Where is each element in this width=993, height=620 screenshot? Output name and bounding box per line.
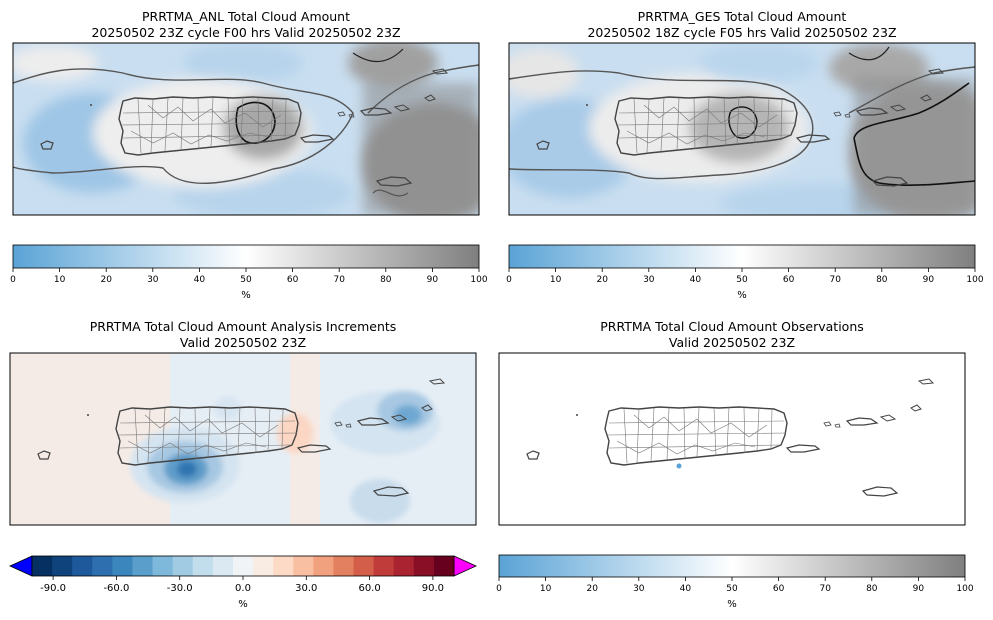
colorbar-tick-label: 20 [586, 584, 598, 594]
inc-colorbar-segment [232, 556, 254, 576]
obs-title-line2: Valid 20250502 23Z [669, 335, 795, 350]
anl-colorbar: 0 10 20 30 40 50 60 70 80 90 100 % [10, 244, 488, 301]
panel-inc: PRRTMA Total Cloud Amount Analysis Incre… [9, 319, 477, 610]
inc-colorbar-segment [293, 556, 314, 576]
ges-colorbar-label: % [737, 290, 747, 301]
obs-colorbar-gradient [498, 554, 966, 578]
inc-colorbar-segment [212, 556, 234, 576]
inc-colorbar-segment [393, 556, 415, 576]
colorbar-tick-label: 40 [194, 275, 206, 285]
inc-title-line1: PRRTMA Total Cloud Amount Analysis Incre… [90, 319, 397, 334]
inc-colorbar-segment [172, 556, 194, 576]
inc-colorbar-segment [333, 556, 355, 576]
colorbar-tick-label: 30 [643, 275, 655, 285]
colorbar-tick-label: 60 [783, 275, 795, 285]
colorbar-tick-label: 10 [54, 275, 66, 285]
inc-colorbar-over-arrow [453, 555, 477, 577]
obs-colorbar-label: % [727, 599, 737, 610]
colorbar-tick-label: 0 [506, 275, 512, 285]
inc-colorbar-segment [112, 556, 133, 576]
colorbar-tick-label: 50 [240, 275, 252, 285]
colorbar-tick-label: 90 [913, 584, 925, 594]
colorbar-tick-label: 50 [736, 275, 748, 285]
colorbar-tick-label: 20 [596, 275, 608, 285]
colorbar-tick-label: -30.0 [167, 583, 193, 594]
ges-map [508, 42, 976, 216]
colorbar-tick-label: 30 [147, 275, 159, 285]
anl-colorbar-gradient [12, 244, 480, 269]
colorbar-tick-label: 80 [866, 584, 878, 594]
colorbar-tick-label: -90.0 [40, 583, 66, 594]
colorbar-tick-label: 60 [773, 584, 785, 594]
ges-title-line1: PRRTMA_GES Total Cloud Amount [638, 9, 847, 24]
colorbar-tick-label: 0 [496, 584, 502, 594]
colorbar-tick-label: 90 [923, 275, 935, 285]
colorbar-tick-label: 70 [829, 275, 841, 285]
inc-colorbar-segment [433, 556, 455, 576]
obs-point [676, 463, 682, 469]
inc-colorbar-label: % [238, 599, 248, 610]
colorbar-tick-label: 70 [333, 275, 345, 285]
inc-colorbar-segment [72, 556, 93, 576]
colorbar-tick-label: 90 [427, 275, 439, 285]
anl-title-line1: PRRTMA_ANL Total Cloud Amount [142, 9, 350, 24]
colorbar-tick-label: -60.0 [103, 583, 129, 594]
colorbar-tick-label: 0 [10, 275, 16, 285]
colorbar-tick-label: 100 [956, 584, 973, 594]
colorbar-tick-label: 80 [876, 275, 888, 285]
inc-colorbar-segment [192, 556, 214, 576]
obs-map [498, 352, 966, 526]
colorbar-tick-label: 30.0 [295, 583, 317, 594]
panel-ges: PRRTMA_GES Total Cloud Amount 20250502 1… [506, 9, 984, 301]
obs-title-line1: PRRTMA Total Cloud Amount Observations [600, 319, 864, 334]
inc-colorbar-segment [253, 556, 274, 576]
colorbar-tick-label: 80 [380, 275, 392, 285]
inc-colorbar-under-arrow [9, 555, 33, 577]
colorbar-tick-label: 20 [100, 275, 112, 285]
inc-colorbar-segment [413, 556, 435, 576]
colorbar-tick-label: 70 [819, 584, 831, 594]
inc-colorbar-segment [32, 556, 53, 576]
inc-colorbar-segment [353, 556, 375, 576]
inc-colorbar-segment [273, 556, 294, 576]
inc-title-line2: Valid 20250502 23Z [180, 335, 306, 350]
panel-obs: PRRTMA Total Cloud Amount Observations V… [496, 319, 974, 610]
colorbar-tick-label: 30 [633, 584, 645, 594]
colorbar-tick-label: 50 [726, 584, 738, 594]
inc-colorbar-segment [313, 556, 334, 576]
colorbar-tick-label: 40 [680, 584, 692, 594]
ges-title-line2: 20250502 18Z cycle F05 hrs Valid 2025050… [587, 25, 896, 40]
colorbar-tick-label: 0.0 [235, 583, 251, 594]
ges-colorbar: 0 10 20 30 40 50 60 70 80 90 100 % [506, 244, 984, 301]
ges-colorbar-gradient [508, 244, 976, 269]
obs-colorbar: 0 10 20 30 40 50 60 70 80 90 100 % [496, 554, 974, 610]
inc-colorbar-segment [92, 556, 113, 576]
inc-colorbar: -90.0 -60.0 -30.0 0.0 30.0 60.0 90.0 % [9, 555, 477, 610]
colorbar-tick-label: 60.0 [358, 583, 380, 594]
colorbar-tick-label: 40 [690, 275, 702, 285]
colorbar-tick-label: 100 [966, 275, 983, 285]
inc-colorbar-segment [132, 556, 154, 576]
anl-colorbar-label: % [241, 290, 251, 301]
inc-colorbar-segment [52, 556, 73, 576]
inc-colorbar-segment [373, 556, 395, 576]
inc-colorbar-segment [152, 556, 174, 576]
colorbar-tick-label: 10 [550, 275, 562, 285]
colorbar-tick-label: 90.0 [422, 583, 444, 594]
panel-anl: PRRTMA_ANL Total Cloud Amount 20250502 2… [10, 9, 488, 301]
colorbar-tick-label: 10 [540, 584, 552, 594]
anl-title-line2: 20250502 23Z cycle F00 hrs Valid 2025050… [91, 25, 400, 40]
colorbar-tick-label: 60 [287, 275, 299, 285]
inc-map [9, 352, 477, 526]
anl-map [12, 42, 480, 216]
colorbar-tick-label: 100 [470, 275, 487, 285]
